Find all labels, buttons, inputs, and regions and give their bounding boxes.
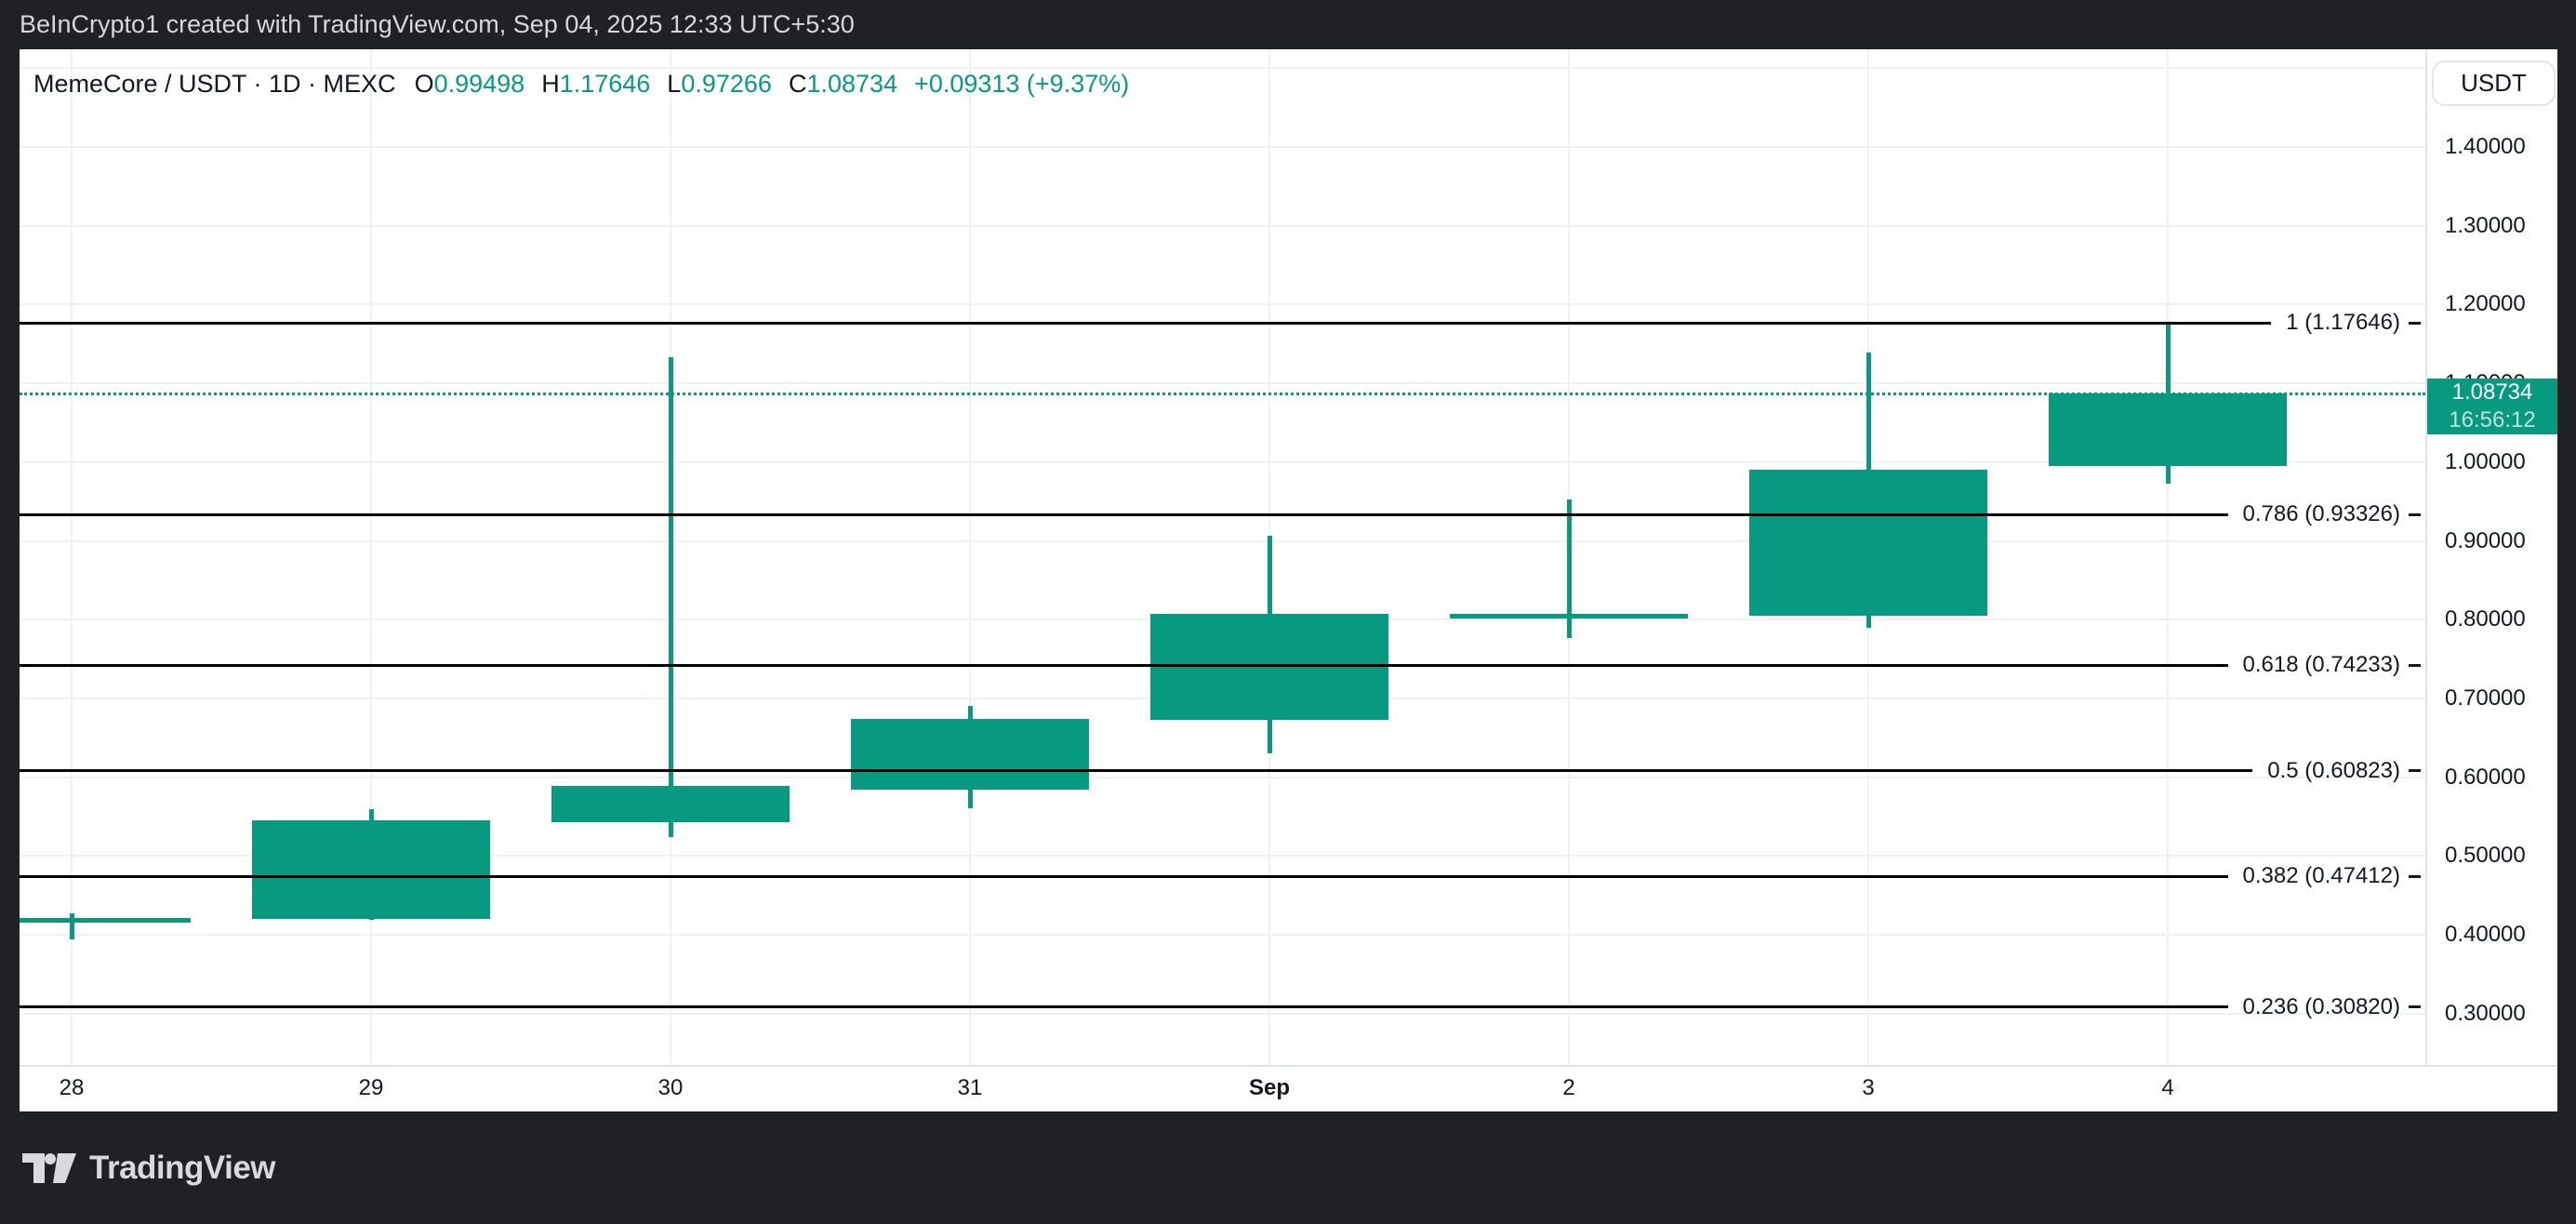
- gridline-horizontal: [20, 855, 2425, 858]
- time-axis[interactable]: 28 29 30 31 Sep 2 3 4: [20, 1065, 2557, 1111]
- gridline-vertical: [370, 49, 372, 1065]
- fib-level-row: 1 (1.17646): [20, 312, 2425, 334]
- bar-countdown: 16:56:12: [2449, 406, 2536, 432]
- price-axis-label: 1.40000: [2445, 134, 2526, 160]
- time-axis-label: 29: [358, 1075, 384, 1100]
- price-axis-label: 0.70000: [2445, 685, 2526, 711]
- tradingview-logo: TradingView: [22, 1149, 276, 1187]
- last-price-line: [20, 392, 2425, 395]
- symbol-title: MemeCore / USDT · 1D · MEXC: [33, 70, 396, 98]
- candle-wick: [70, 913, 74, 940]
- fib-level-tick: [2409, 769, 2421, 773]
- time-axis-label: 28: [59, 1075, 85, 1100]
- candle-wick: [669, 357, 673, 837]
- candle-body: [2049, 392, 2287, 467]
- price-axis-label: 0.50000: [2445, 843, 2526, 869]
- last-price-value: 1.08734: [2451, 379, 2533, 405]
- fib-level-tick: [2409, 874, 2421, 878]
- time-axis-label: 3: [1862, 1075, 1875, 1100]
- fib-level-line[interactable]: [20, 512, 2228, 516]
- watermark-text: BeInCrypto1 created with TradingView.com…: [20, 10, 855, 38]
- watermark-bar: BeInCrypto1 created with TradingView.com…: [0, 0, 2576, 49]
- fib-level-row: 0.5 (0.60823): [20, 757, 2425, 783]
- price-axis-label: 1.30000: [2445, 212, 2526, 238]
- price-axis-label: 0.60000: [2445, 764, 2526, 790]
- gridline-vertical: [71, 49, 73, 1065]
- fib-level-line[interactable]: [20, 1005, 2228, 1009]
- gridline-horizontal: [20, 382, 2425, 385]
- fib-level-label: 0.618 (0.74233): [2242, 652, 2400, 678]
- candle-body: [1150, 614, 1388, 720]
- fib-level-line[interactable]: [20, 663, 2228, 667]
- time-axis-label: 2: [1562, 1075, 1575, 1100]
- fib-level-label: 0.5 (0.60823): [2267, 757, 2400, 783]
- ohlc-high: H1.17646: [541, 70, 651, 98]
- price-axis-label: 1.20000: [2445, 291, 2526, 317]
- price-axis-label: 0.40000: [2445, 921, 2526, 947]
- gridline-horizontal: [20, 539, 2425, 542]
- chart-plot-area[interactable]: 1 (1.17646) 0.786 (0.93326) 0.618 (0.74233…: [20, 49, 2425, 1065]
- fib-level-line[interactable]: [20, 769, 2253, 773]
- price-axis-label: 1.00000: [2445, 448, 2526, 474]
- gridline-horizontal: [20, 146, 2425, 149]
- fib-level-label: 1 (1.17646): [2286, 310, 2400, 336]
- price-axis[interactable]: 1.400001.300001.200001.100001.000000.900…: [2425, 49, 2557, 1065]
- candle-body: [551, 785, 790, 822]
- change-value: +0.09313 (+9.37%): [914, 70, 1130, 98]
- footer-bar: TradingView: [0, 1111, 2576, 1224]
- gridline-horizontal: [20, 460, 2425, 463]
- gridline-horizontal: [20, 1012, 2425, 1015]
- fib-level-label: 0.382 (0.47412): [2242, 863, 2400, 889]
- fib-level-label: 0.236 (0.30820): [2242, 993, 2400, 1019]
- gridline-vertical: [969, 49, 971, 1065]
- fib-level-tick: [2409, 1005, 2421, 1009]
- symbol-legend: MemeCore / USDT · 1D · MEXC O0.99498 H1.17…: [33, 70, 1129, 99]
- price-axis-label: 0.90000: [2445, 527, 2526, 553]
- fib-level-tick: [2409, 512, 2421, 516]
- fib-level-row: 0.786 (0.93326): [20, 503, 2425, 526]
- fib-level-line[interactable]: [20, 874, 2228, 878]
- time-axis-label: 31: [957, 1075, 983, 1100]
- time-axis-label: 30: [657, 1075, 684, 1100]
- ohlc-open: O0.99498: [414, 70, 525, 98]
- fib-level-label: 0.786 (0.93326): [2242, 501, 2400, 527]
- last-price-badge: 1.08734 16:56:12: [2427, 378, 2557, 434]
- gridline-horizontal: [20, 303, 2425, 306]
- gridline-horizontal: [20, 933, 2425, 936]
- currency-unit-button[interactable]: USDT: [2432, 60, 2556, 106]
- fib-level-row: 0.236 (0.30820): [20, 993, 2425, 1019]
- candle-body: [252, 820, 490, 920]
- ohlc-low: L0.97266: [667, 70, 772, 98]
- fib-level-line[interactable]: [20, 321, 2272, 325]
- candle-wick: [1567, 499, 1572, 638]
- chart-panel: 1 (1.17646) 0.786 (0.93326) 0.618 (0.74233…: [20, 49, 2557, 1111]
- candle-body: [1749, 470, 1987, 616]
- candle-body: [1450, 614, 1688, 619]
- candle-body: [851, 718, 1089, 791]
- tradingview-logo-icon: [22, 1152, 76, 1183]
- price-axis-label: 0.80000: [2445, 606, 2526, 632]
- gridline-horizontal: [20, 67, 2425, 70]
- time-axis-label: Sep: [1248, 1075, 1290, 1100]
- gridline-vertical: [2167, 49, 2169, 1065]
- gridline-horizontal: [20, 224, 2425, 227]
- tradingview-logo-text: TradingView: [89, 1149, 276, 1186]
- price-axis-label: 0.30000: [2445, 1000, 2526, 1026]
- fib-level-tick: [2409, 663, 2421, 667]
- ohlc-close: C1.08734: [788, 70, 898, 98]
- candle-body: [20, 918, 191, 924]
- gridline-horizontal: [20, 776, 2425, 778]
- time-axis-label: 4: [2161, 1075, 2174, 1100]
- fib-level-tick: [2409, 321, 2421, 325]
